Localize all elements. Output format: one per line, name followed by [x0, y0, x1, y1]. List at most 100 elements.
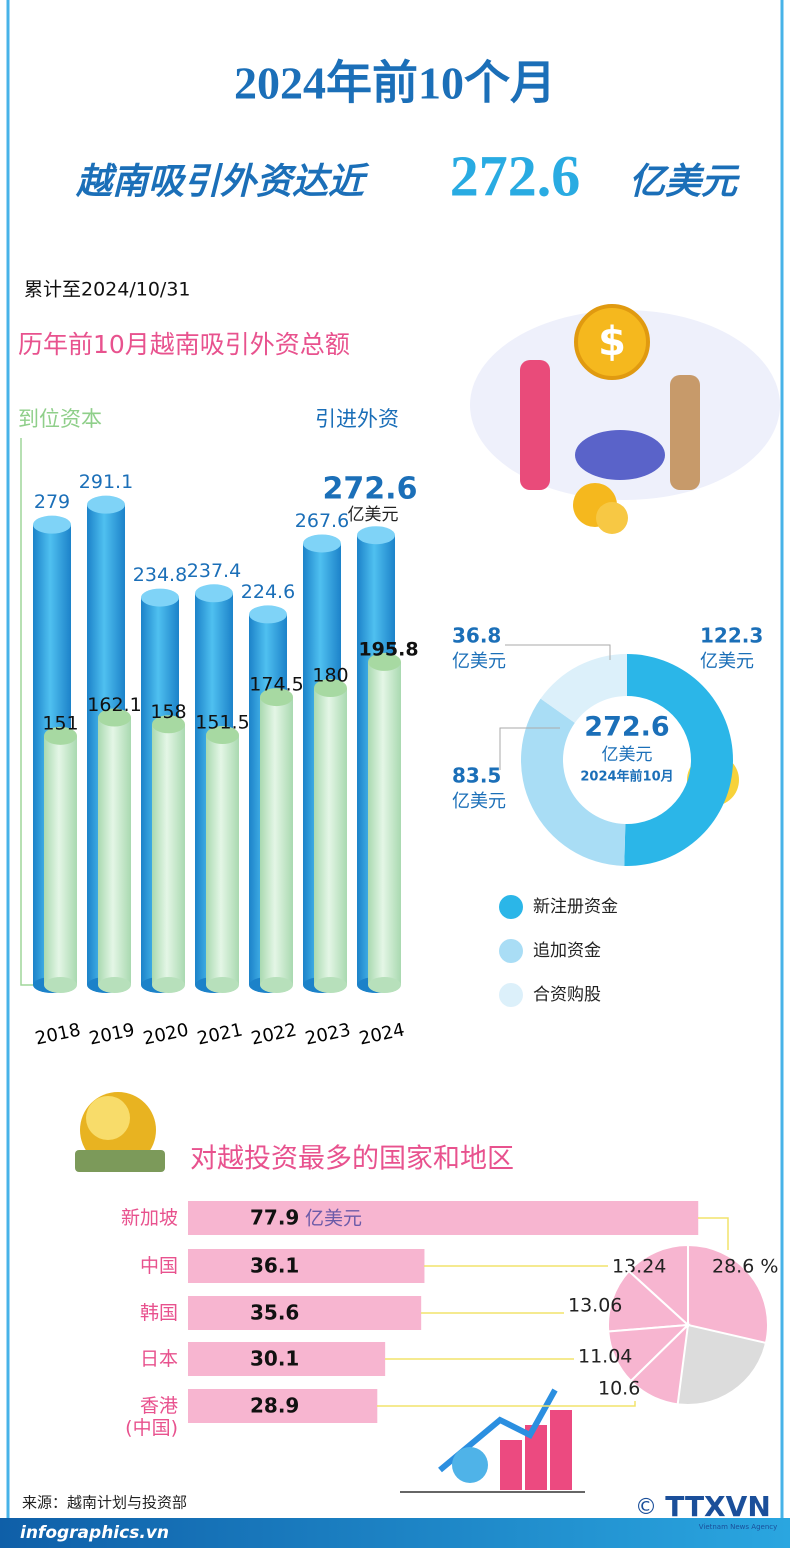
leader-line — [698, 1217, 729, 1250]
legend-line — [20, 438, 38, 986]
value-label: 122.3 — [700, 624, 763, 648]
value-label: 28.6 % — [712, 1256, 778, 1278]
bar-cap — [303, 534, 341, 553]
value-label: 13.06 — [568, 1295, 622, 1317]
bar-cap — [249, 605, 287, 624]
title: 2024年前10个月 — [234, 58, 556, 109]
bar-cap — [152, 715, 185, 734]
value-label: 272.6 — [323, 472, 418, 507]
bar-base — [206, 977, 239, 993]
y-tick-label: 新加坡 — [120, 1207, 178, 1229]
x-tick-label: 2023 — [303, 1019, 352, 1049]
x-tick-label: 2020 — [141, 1019, 190, 1049]
pie-slice — [627, 1243, 689, 1328]
legend-label: 引进外资 — [315, 407, 399, 431]
value-label: 151.5 — [195, 712, 249, 734]
x-tick-label: 2021 — [195, 1019, 244, 1049]
donut-slice — [540, 654, 627, 723]
y-tick-label: 日本 — [139, 1348, 178, 1370]
value-label: 158 — [150, 701, 186, 723]
pie-slice — [607, 1269, 691, 1333]
legend-swatch — [499, 983, 523, 1007]
value-label: 35.6 — [250, 1301, 299, 1325]
bar-cap — [260, 688, 293, 707]
value-label: 267.6 — [295, 510, 349, 532]
x-tick-label: 2022 — [249, 1019, 298, 1049]
bar — [188, 1342, 386, 1376]
bar-cap — [206, 726, 239, 745]
value-label: 77.9 — [250, 1206, 299, 1230]
value-label: 151 — [42, 712, 78, 734]
value-label: 10.6 — [598, 1378, 640, 1400]
legend-label: 合资购股 — [533, 985, 601, 1005]
leader-line — [505, 644, 611, 660]
bar-cap — [141, 588, 179, 607]
center-value: 272.6 — [584, 712, 669, 743]
bar — [44, 735, 77, 985]
svg-text:$: $ — [598, 319, 626, 365]
pie-slice — [687, 1243, 769, 1345]
bar — [206, 735, 239, 985]
unit-label: 亿美元 — [700, 651, 754, 672]
bar-base — [368, 977, 401, 993]
legend-label: 追加资金 — [533, 941, 601, 961]
bar — [98, 717, 131, 985]
bar-cap — [33, 515, 71, 534]
donut-slice — [521, 698, 626, 866]
source: 来源：越南计划与投资部 — [22, 1494, 187, 1512]
bar — [188, 1389, 378, 1423]
donut-slice — [624, 654, 733, 866]
bar-cap — [44, 726, 77, 745]
bar-base — [314, 977, 347, 993]
bar-cap — [368, 652, 401, 671]
bar — [260, 697, 293, 985]
y-tick-label: 香港 (中国) — [125, 1395, 178, 1439]
bar-base — [152, 977, 185, 993]
bar — [314, 688, 347, 985]
center-note: 2024年前10月 — [580, 769, 673, 785]
value-label: 291.1 — [79, 471, 133, 493]
value-label: 224.6 — [241, 581, 295, 603]
value-label: 162.1 — [87, 694, 141, 716]
brand: TTXVN — [665, 1490, 771, 1523]
title: 亿美元 — [629, 161, 740, 201]
value-label: 279 — [34, 491, 70, 513]
bar-cap — [195, 584, 233, 603]
legend-label: 新注册资金 — [533, 897, 618, 917]
legend-swatch — [499, 939, 523, 963]
x-tick-label: 2024 — [357, 1019, 406, 1049]
title-value: 272.6 — [450, 143, 581, 208]
center-unit: 亿美元 — [602, 745, 653, 765]
unit-label: 亿美元 — [348, 505, 399, 525]
illustration: $ $ — [75, 304, 780, 1493]
leader-line — [499, 727, 560, 770]
value-label: 28.9 — [250, 1394, 299, 1418]
value-label: 36.8 — [452, 624, 501, 648]
legend-swatch — [499, 895, 523, 919]
pie-slice — [629, 1322, 690, 1406]
value-label: 83.5 — [452, 764, 501, 788]
unit-label: 亿美元 — [452, 791, 506, 812]
value-label: 195.8 — [358, 638, 418, 660]
bar — [188, 1296, 422, 1330]
bar-cap — [314, 679, 347, 697]
copyright: © — [635, 1495, 657, 1520]
value-label: 36.1 — [250, 1254, 299, 1278]
unit-label: 亿美元 — [305, 1208, 362, 1230]
title: 越南吸引外资达近 — [75, 161, 370, 201]
bar-base — [98, 977, 131, 993]
date-note: 累计至2024/10/31 — [24, 279, 191, 301]
bar-base — [44, 977, 77, 993]
bar — [188, 1249, 425, 1283]
bar-base — [260, 977, 293, 993]
y-tick-label: 韩国 — [139, 1302, 178, 1324]
leader-line — [377, 1401, 636, 1407]
bar — [188, 1201, 699, 1235]
bar-cap — [98, 708, 131, 727]
x-tick-label: 2018 — [33, 1019, 82, 1049]
y-tick-label: 中国 — [139, 1255, 178, 1277]
footer-bar — [0, 1518, 790, 1548]
bar — [368, 661, 401, 985]
value-label: 13.24 — [612, 1256, 666, 1278]
